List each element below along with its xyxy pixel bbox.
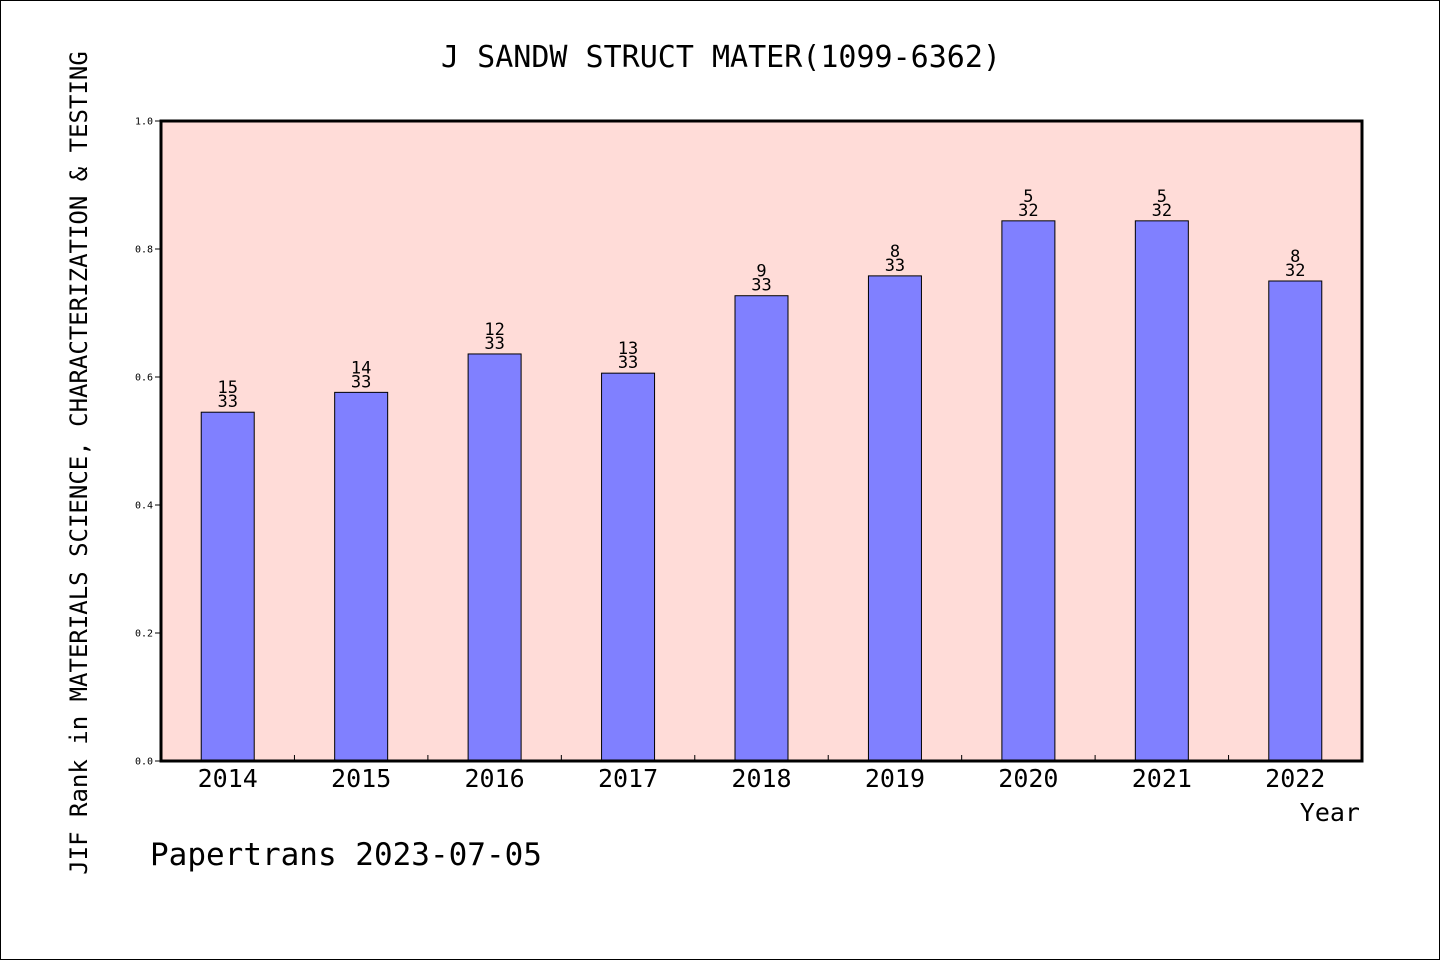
x-tick-label: 2014 (198, 764, 258, 793)
bar-total-label: 33 (618, 353, 638, 373)
bar-total-label: 32 (1018, 201, 1038, 221)
y-axis-label: JIF Rank in MATERIALS SCIENCE, CHARACTER… (65, 51, 93, 875)
bar (467, 353, 522, 762)
ticks-layer: 0.0 0.2 0.4 0.6 0.8 1.0 2014 2015 2016 2017 2018 20… (135, 117, 1325, 794)
footer-credit: Papertrans 2023-07-05 (150, 837, 542, 873)
bar (334, 391, 389, 762)
bar-total-label: 32 (1285, 261, 1305, 281)
bar-total-label: 33 (484, 334, 504, 354)
bar-total-label: 33 (351, 372, 371, 392)
x-tick-label: 2015 (331, 764, 391, 793)
bar (1001, 220, 1056, 762)
bar-rank-label: 14 (351, 358, 371, 378)
x-tick-label: 2021 (1132, 764, 1192, 793)
bar (1268, 280, 1323, 762)
bar (200, 411, 255, 762)
plot-border (159, 119, 1364, 763)
y-tick-label: 0.8 (135, 245, 153, 256)
x-tick-label: 2017 (598, 764, 658, 793)
bar-rank-label: 9 (756, 262, 766, 282)
y-tick-label: 0.6 (135, 373, 153, 384)
bar (601, 372, 656, 762)
y-tick-label: 0.2 (135, 629, 153, 640)
bar-rank-label: 15 (217, 378, 237, 398)
bar-total-label: 33 (885, 256, 905, 276)
bar (867, 275, 922, 762)
x-tick-label: 2022 (1265, 764, 1325, 793)
bar-total-label: 33 (751, 276, 771, 296)
bar-rank-label: 5 (1157, 187, 1167, 207)
bar (734, 295, 789, 762)
x-tick-label: 2019 (865, 764, 925, 793)
chart-title: J SANDW STRUCT MATER(1099-6362) (441, 40, 1001, 75)
bar (1134, 220, 1189, 762)
y-tick-label: 0.4 (135, 501, 153, 512)
x-tick-label: 2018 (731, 764, 791, 793)
y-tick-label: 1.0 (135, 117, 153, 128)
x-tick-label: 2016 (465, 764, 525, 793)
bar-rank-label: 5 (1023, 187, 1033, 207)
x-tick-label: 2020 (998, 764, 1058, 793)
bar-total-label: 33 (217, 392, 237, 412)
y-tick-label: 0.0 (135, 757, 153, 768)
bar-total-label: 32 (1152, 201, 1172, 221)
bar-rank-label: 8 (890, 242, 900, 262)
bar-rank-label: 13 (618, 339, 638, 359)
x-axis-label: Year (1300, 798, 1360, 827)
bar-rank-label: 12 (484, 320, 504, 340)
bar-rank-label: 8 (1290, 247, 1300, 267)
